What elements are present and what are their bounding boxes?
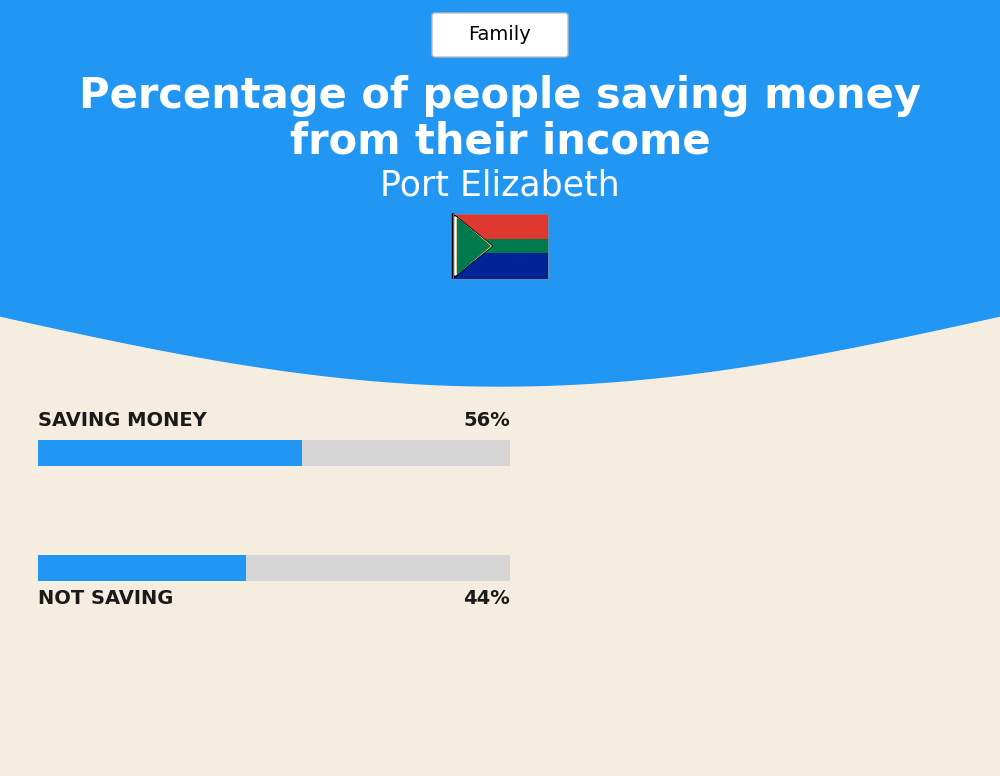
Polygon shape [455,217,491,275]
Text: 56%: 56% [463,411,510,430]
Bar [38,440,510,466]
Text: 44%: 44% [463,589,510,608]
Bar [38,555,510,581]
FancyBboxPatch shape [432,13,568,57]
Text: SAVING MONEY: SAVING MONEY [38,411,207,430]
Text: Port Elizabeth: Port Elizabeth [380,169,620,203]
Text: NOT SAVING: NOT SAVING [38,589,173,608]
Polygon shape [452,213,492,279]
Text: Percentage of people saving money: Percentage of people saving money [79,75,921,117]
Bar [452,213,548,246]
Bar [452,213,548,279]
Polygon shape [458,219,490,273]
Bar [452,239,548,253]
Bar [38,555,246,581]
Text: from their income: from their income [290,121,710,163]
Bar [452,246,548,279]
Text: Family: Family [469,26,531,44]
Polygon shape [0,0,1000,386]
Polygon shape [457,220,490,272]
Bar [38,440,302,466]
